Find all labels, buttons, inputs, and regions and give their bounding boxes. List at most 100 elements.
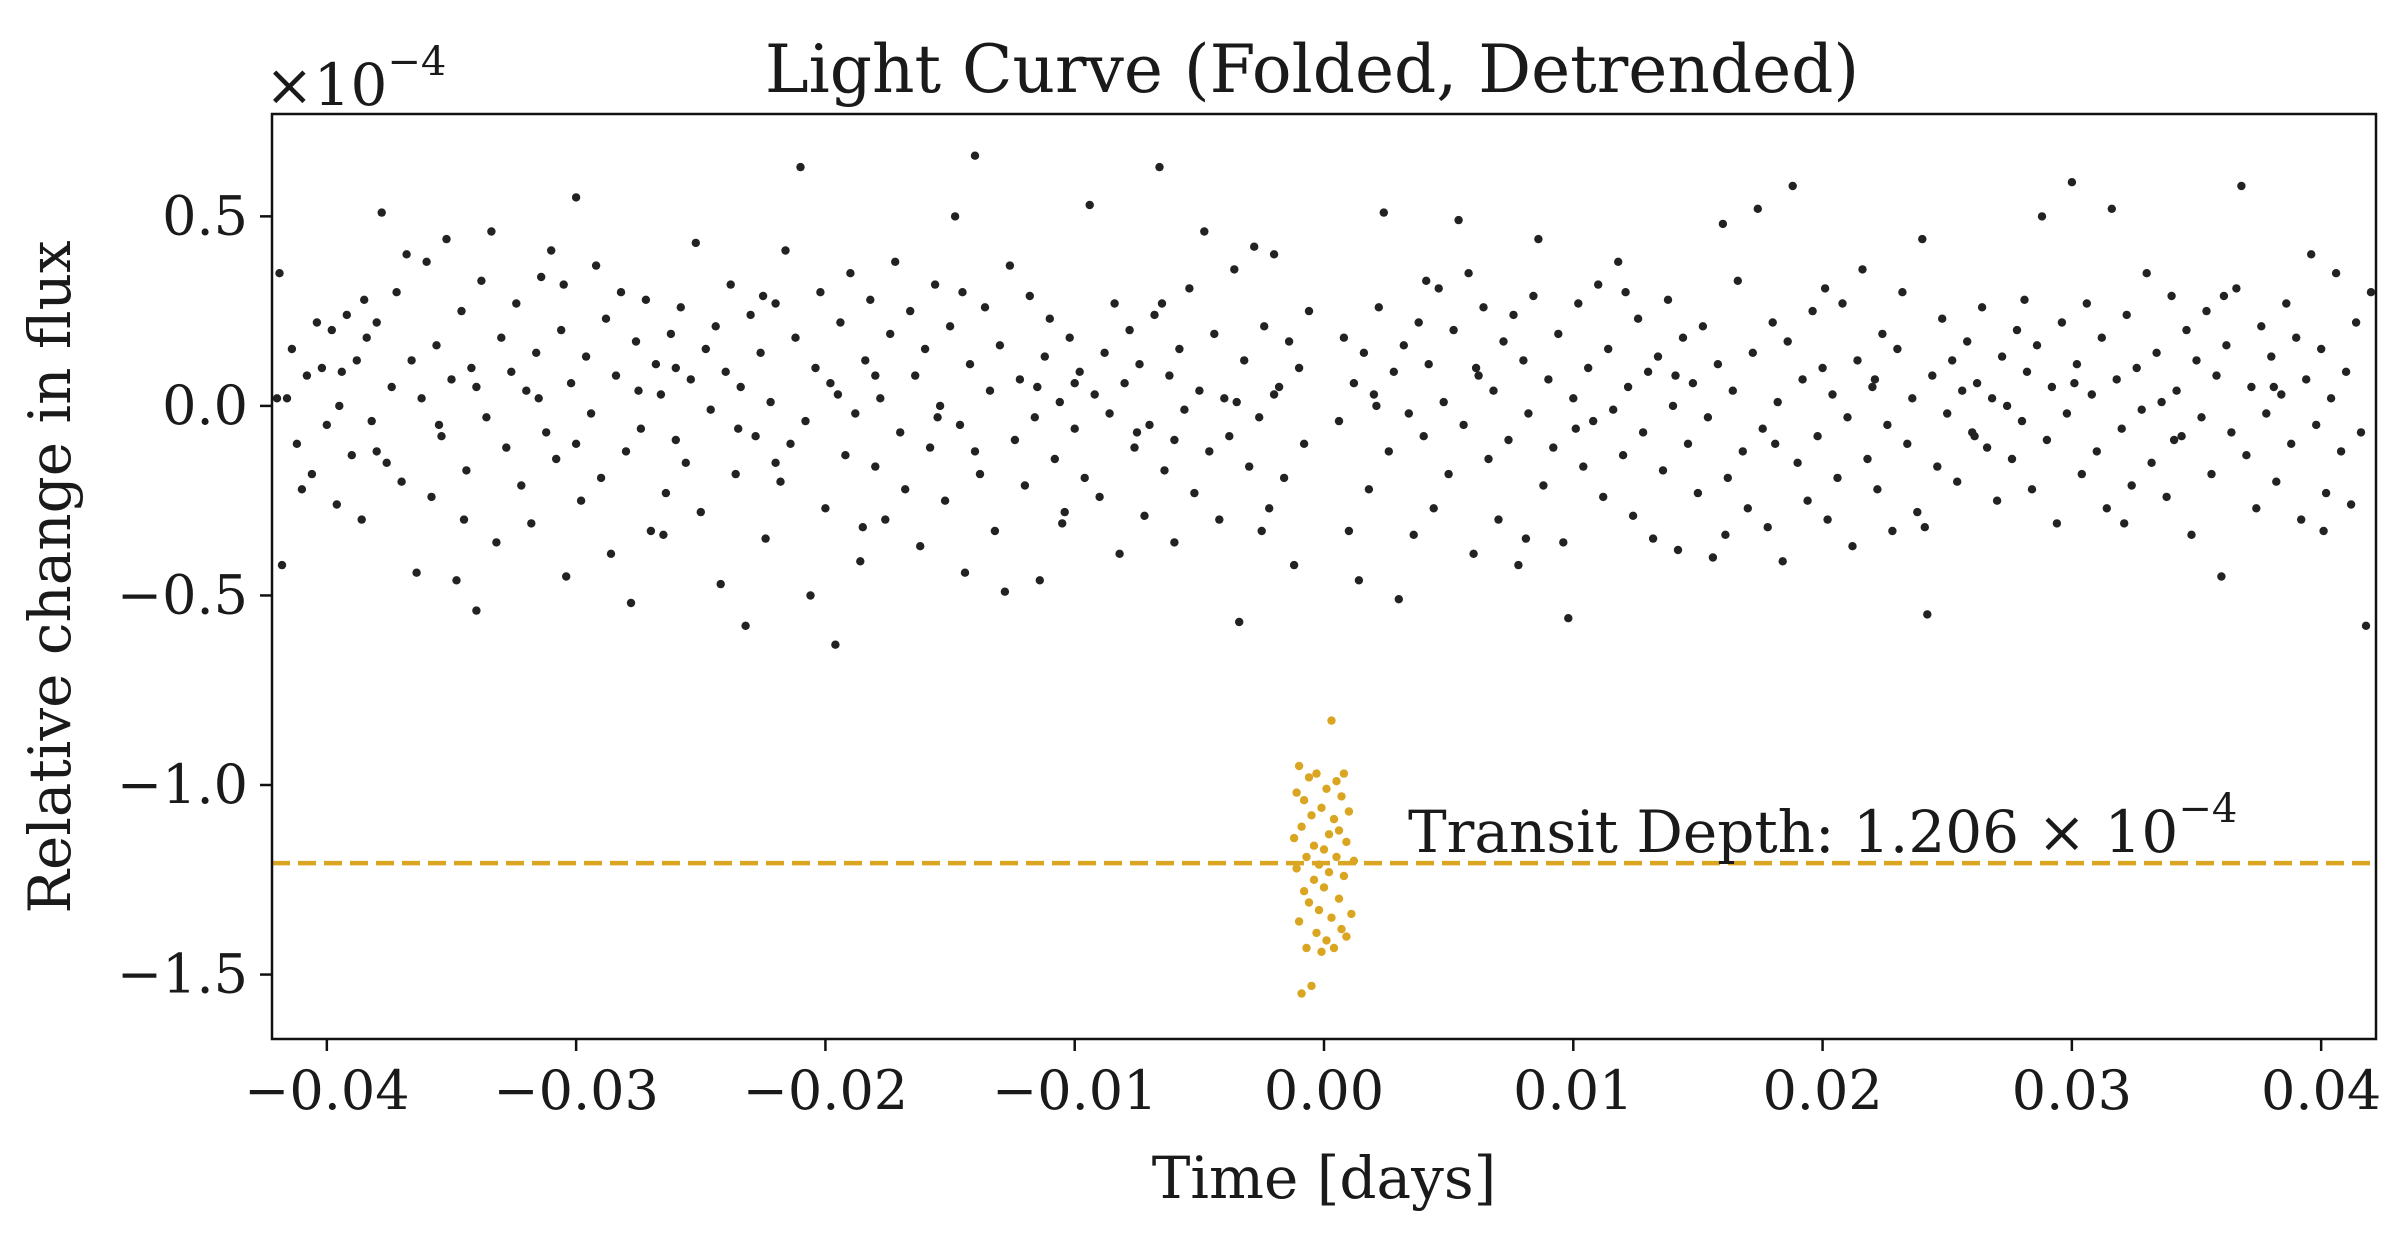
flux-point bbox=[736, 382, 745, 392]
flux-point bbox=[1499, 337, 1508, 346]
flux-point bbox=[696, 507, 705, 517]
flux-point bbox=[1414, 318, 1423, 327]
flux-point bbox=[656, 390, 666, 399]
y-axis-label: Relative change in flux bbox=[16, 240, 84, 913]
flux-point bbox=[916, 542, 925, 551]
flux-point bbox=[2157, 397, 2166, 407]
flux-point bbox=[467, 363, 476, 373]
flux-point bbox=[1514, 560, 1523, 570]
flux-point bbox=[2052, 519, 2062, 528]
flux-point bbox=[1185, 284, 1194, 293]
in-transit-point bbox=[1297, 822, 1306, 831]
flux-point bbox=[1085, 200, 1094, 210]
flux-point bbox=[1544, 375, 1553, 384]
flux-point bbox=[457, 306, 466, 316]
flux-point bbox=[1589, 416, 1598, 426]
flux-point bbox=[1893, 344, 1902, 354]
flux-point bbox=[1614, 257, 1623, 266]
flux-point bbox=[335, 401, 344, 411]
flux-point bbox=[332, 500, 341, 509]
flux-point bbox=[1743, 504, 1753, 513]
flux-point bbox=[1693, 488, 1703, 498]
in-transit-point bbox=[1334, 894, 1344, 903]
flux-point bbox=[1484, 454, 1493, 464]
flux-point bbox=[631, 337, 641, 346]
x-tick-label: −0.02 bbox=[743, 1059, 908, 1122]
flux-point bbox=[1075, 367, 1084, 376]
flux-point bbox=[960, 568, 970, 577]
flux-point bbox=[2122, 310, 2131, 320]
flux-point bbox=[1157, 299, 1167, 308]
flux-point bbox=[920, 344, 930, 354]
flux-point bbox=[2112, 375, 2121, 384]
flux-point bbox=[1673, 545, 1683, 555]
flux-point bbox=[666, 329, 676, 339]
y-tick-label: −0.5 bbox=[117, 563, 248, 626]
flux-point bbox=[591, 261, 601, 270]
flux-point bbox=[1977, 303, 1987, 312]
in-transit-point bbox=[1347, 909, 1356, 919]
transit-depth-annotation-exponent: −4 bbox=[2178, 786, 2237, 832]
flux-point bbox=[1080, 473, 1089, 483]
flux-point bbox=[2227, 428, 2236, 437]
flux-point bbox=[1289, 560, 1299, 570]
flux-point bbox=[930, 280, 940, 289]
flux-point bbox=[756, 348, 765, 357]
transit-depth-annotation: Transit Depth: 1.206 × 10−4 bbox=[1408, 786, 2237, 866]
flux-point bbox=[1943, 409, 1952, 418]
flux-point bbox=[1658, 466, 1668, 475]
flux-point bbox=[1150, 310, 1159, 320]
flux-point bbox=[317, 363, 327, 373]
flux-point bbox=[586, 409, 596, 418]
flux-point bbox=[721, 367, 730, 376]
flux-point bbox=[1783, 337, 1792, 346]
flux-point bbox=[1439, 397, 1448, 407]
flux-point bbox=[1883, 420, 1892, 430]
flux-point bbox=[846, 269, 855, 278]
flux-point bbox=[935, 401, 945, 411]
in-transit-point bbox=[1319, 883, 1329, 892]
flux-point bbox=[2107, 204, 2116, 213]
flux-point bbox=[1170, 538, 1179, 547]
in-transit-point bbox=[1302, 852, 1311, 862]
flux-point bbox=[801, 416, 810, 426]
flux-point bbox=[686, 375, 695, 384]
flux-point bbox=[1604, 344, 1613, 354]
flux-point bbox=[2302, 375, 2311, 384]
flux-point bbox=[1628, 511, 1638, 520]
flux-point bbox=[357, 515, 366, 524]
flux-point bbox=[372, 447, 381, 456]
flux-point bbox=[1529, 291, 1538, 301]
flux-point bbox=[816, 288, 825, 297]
flux-point bbox=[1873, 485, 1882, 494]
in-transit-point bbox=[1342, 837, 1351, 847]
flux-point bbox=[1728, 386, 1738, 395]
flux-point bbox=[2277, 390, 2286, 399]
flux-point bbox=[576, 496, 586, 505]
flux-point bbox=[2062, 409, 2072, 418]
flux-point bbox=[1170, 435, 1179, 445]
flux-point bbox=[651, 360, 661, 369]
chart-title: Light Curve (Folded, Detrended) bbox=[765, 31, 1859, 108]
flux-point bbox=[2242, 451, 2251, 460]
flux-point bbox=[676, 303, 685, 312]
flux-point bbox=[958, 288, 967, 297]
in-transit-point bbox=[1294, 761, 1304, 771]
flux-point bbox=[955, 420, 965, 430]
flux-point bbox=[641, 295, 651, 304]
in-transit-point bbox=[1319, 845, 1329, 854]
flux-point bbox=[1753, 204, 1763, 213]
flux-point bbox=[1918, 234, 1927, 244]
flux-point bbox=[352, 356, 361, 365]
data-points bbox=[272, 151, 2376, 998]
flux-point bbox=[1718, 219, 1728, 229]
flux-point bbox=[2287, 439, 2296, 448]
flux-point bbox=[806, 591, 815, 600]
flux-point bbox=[1459, 420, 1468, 430]
flux-point bbox=[1100, 348, 1109, 357]
flux-point bbox=[1733, 276, 1743, 285]
in-transit-point bbox=[1309, 875, 1319, 884]
flux-point bbox=[2346, 500, 2356, 509]
in-transit-point bbox=[1289, 833, 1299, 843]
flux-point bbox=[1643, 367, 1653, 376]
